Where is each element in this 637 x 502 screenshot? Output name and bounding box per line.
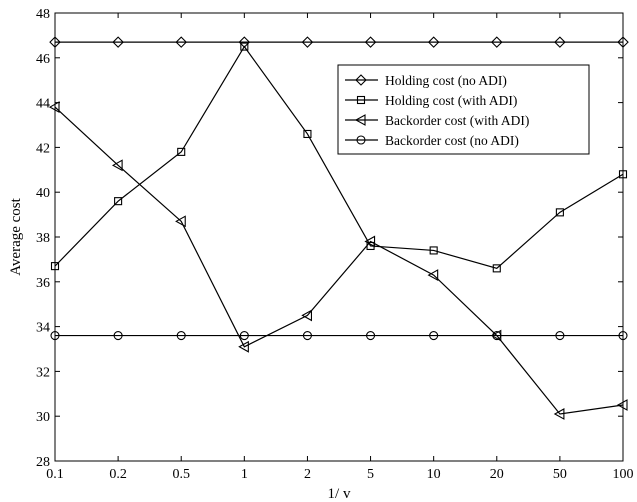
data-point-circle	[113, 331, 123, 341]
data-point-diamond	[175, 36, 188, 48]
y-tick-label: 28	[36, 455, 50, 470]
data-point-triangle-left	[111, 159, 123, 172]
data-point-square	[429, 246, 438, 255]
y-tick-label: 46	[36, 52, 50, 67]
legend-label: Backorder cost (no ADI)	[385, 133, 519, 148]
y-tick-label: 48	[36, 7, 50, 22]
data-point-square	[492, 264, 501, 273]
y-tick-label: 40	[36, 186, 50, 201]
data-point-circle	[492, 331, 502, 341]
legend-item: Backorder cost (with ADI)	[345, 113, 529, 128]
x-tick-label: 10	[427, 467, 441, 482]
axis-ticks: 0.1 0.2 0.5 1 2 5 10 20 50 100 28 30 32 34 36 38 40 42 44 4…	[36, 7, 634, 482]
data-point-circle	[366, 331, 376, 341]
series-square	[50, 42, 628, 273]
legend-marker-square	[356, 95, 366, 105]
y-tick-label: 44	[36, 97, 50, 112]
legend-marker-triangle-left	[354, 114, 366, 126]
data-point-square	[177, 147, 186, 156]
data-point-square	[240, 42, 249, 51]
data-point-diamond	[490, 36, 503, 48]
data-point-circle	[555, 331, 565, 341]
series-line	[54, 106, 624, 415]
data-point-square	[114, 197, 123, 206]
legend-label: Holding cost (with ADI)	[385, 93, 517, 108]
x-tick-label: 0.5	[172, 467, 190, 482]
y-tick-label: 34	[36, 321, 50, 336]
data-point-triangle-left	[553, 408, 565, 420]
data-point-diamond	[427, 36, 440, 48]
data-point-diamond	[554, 36, 566, 48]
x-tick-label: 1	[241, 467, 248, 482]
data-point-triangle-left	[364, 235, 376, 248]
y-tick-label: 36	[36, 276, 50, 291]
data-point-triangle-left	[427, 269, 439, 282]
y-tick-label: 32	[36, 365, 50, 380]
x-tick-label: 100	[613, 467, 634, 482]
data-point-diamond	[49, 36, 61, 48]
x-tick-label: 2	[304, 467, 311, 482]
legend-label: Holding cost (no ADI)	[385, 73, 507, 88]
data-point-circle	[302, 331, 312, 341]
data-point-square	[555, 208, 564, 217]
data-point-triangle-left	[175, 215, 186, 228]
y-tick-label: 38	[36, 231, 50, 246]
x-tick-label: 50	[553, 467, 567, 482]
legend-item: Holding cost (no ADI)	[345, 73, 507, 88]
data-point-circle	[429, 331, 439, 341]
legend-item: Backorder cost (no ADI)	[345, 133, 519, 148]
data-point-circle	[239, 331, 249, 341]
data-point-diamond	[617, 36, 629, 48]
data-point-triangle-left	[238, 340, 249, 353]
legend-marker-diamond	[355, 74, 367, 86]
data-point-diamond	[112, 36, 124, 48]
series-diamond	[49, 36, 629, 48]
data-point-circle	[50, 331, 60, 341]
legend-marker-circle	[356, 135, 366, 145]
x-tick-label: 0.2	[109, 467, 127, 482]
x-axis-title: 1/ v	[328, 486, 351, 502]
data-point-square	[50, 262, 60, 271]
data-point-triangle-left	[48, 101, 60, 114]
x-tick-label: 0.1	[46, 467, 64, 482]
data-point-square	[303, 129, 312, 139]
y-tick-label: 30	[36, 410, 50, 425]
data-point-diamond	[364, 36, 377, 48]
series-triangle-left	[48, 101, 628, 420]
y-tick-label: 42	[36, 141, 50, 156]
x-tick-label: 5	[367, 467, 374, 482]
series-layer	[48, 36, 629, 420]
legend: Holding cost (no ADI) Holding cost (with …	[337, 64, 590, 155]
data-point-circle	[618, 331, 628, 341]
data-point-diamond	[301, 36, 314, 48]
legend-box	[337, 64, 590, 155]
series-line	[54, 45, 624, 270]
data-point-triangle-left	[301, 309, 312, 322]
x-tick-label: 20	[490, 467, 504, 482]
legend-item: Holding cost (with ADI)	[345, 93, 517, 108]
data-point-circle	[176, 331, 186, 341]
series-circle	[50, 331, 628, 341]
legend-label: Backorder cost (with ADI)	[385, 113, 529, 128]
data-point-square	[618, 170, 628, 179]
data-point-triangle-left	[616, 399, 628, 411]
y-axis-title: Average cost	[8, 197, 24, 275]
